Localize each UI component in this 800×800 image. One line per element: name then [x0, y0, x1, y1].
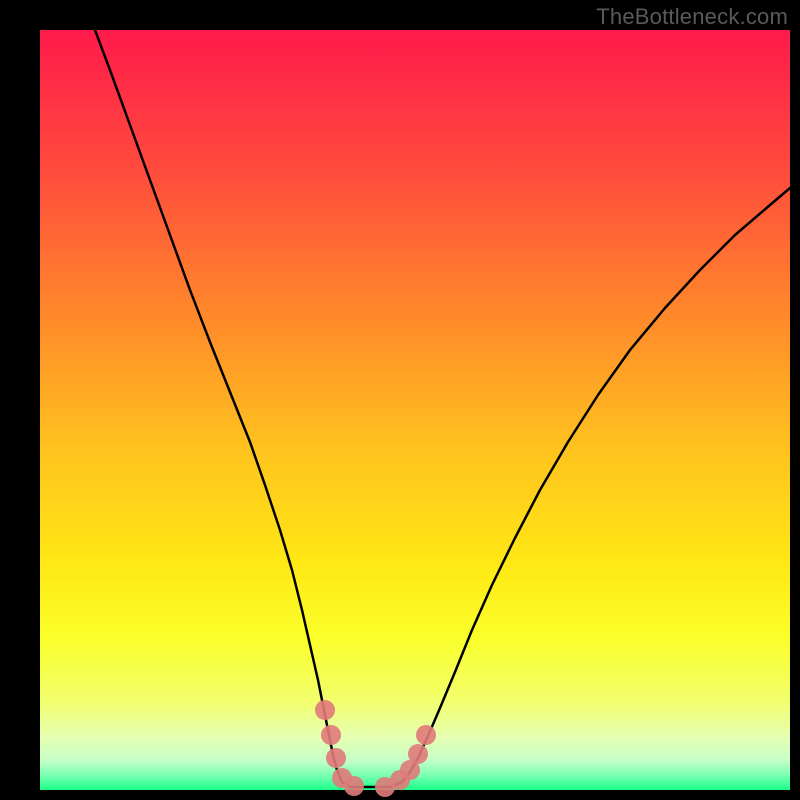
marker-group: [315, 700, 436, 797]
curve-layer: [0, 0, 800, 800]
marker-dot: [326, 748, 346, 768]
marker-dot: [408, 744, 428, 764]
marker-dot: [315, 700, 335, 720]
bottleneck-curve: [95, 30, 790, 787]
marker-dot: [321, 725, 341, 745]
plot-group: [95, 30, 790, 797]
marker-dot: [344, 776, 364, 796]
marker-dot: [416, 725, 436, 745]
watermark-text: TheBottleneck.com: [596, 4, 788, 30]
chart-frame: TheBottleneck.com: [0, 0, 800, 800]
